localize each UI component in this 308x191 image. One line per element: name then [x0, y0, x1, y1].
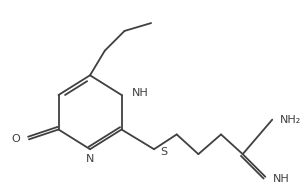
- Text: N: N: [86, 154, 94, 164]
- Text: S: S: [160, 147, 167, 157]
- Text: NH₂: NH₂: [280, 115, 301, 125]
- Text: NH: NH: [132, 88, 148, 98]
- Text: O: O: [11, 134, 20, 144]
- Text: NH: NH: [273, 174, 290, 184]
